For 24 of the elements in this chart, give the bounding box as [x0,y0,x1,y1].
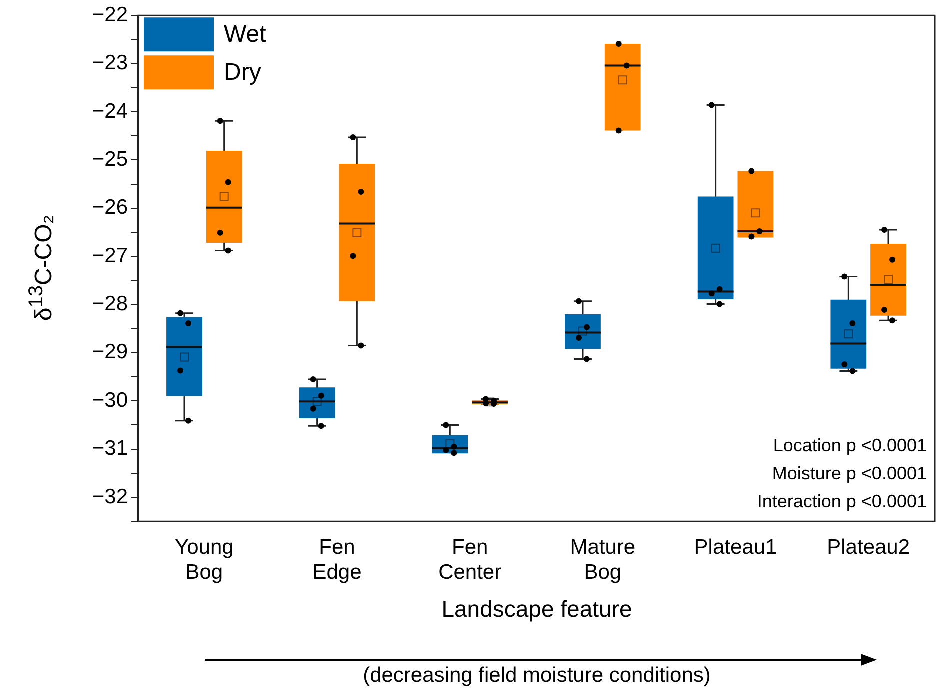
x-tick-label: Fen Center [438,536,502,584]
y-tick-label: −27 [92,244,128,268]
x-tick-label: Plateau2 [827,536,910,559]
x-tick-label: Mature Bog [570,536,636,584]
annotation: Location p <0.0001 [773,436,927,456]
x-tick-label: Young Bog [175,536,234,584]
x-tick-label: Plateau1 [694,536,778,559]
legend-label: Dry [224,59,262,86]
y-tick-label: −31 [92,437,128,460]
y-tick-label: −26 [92,196,128,220]
legend-label: Wet [224,21,267,48]
y-tick-label: −28 [92,292,128,316]
y-tick-label: −30 [92,388,128,412]
annotation: Interaction p <0.0001 [757,492,927,512]
annotation: Moisture p <0.0001 [772,464,927,484]
y-tick-label: −22 [92,3,128,26]
y-tick-label: −32 [92,485,128,508]
y-tick-label: −24 [92,100,128,123]
y-tick-label: −29 [92,340,128,364]
x-tick-label: Fen Edge [312,536,362,584]
y-tick-label: −25 [92,148,128,171]
x-axis-title: Landscape feature [442,596,632,623]
text: (decreasing field moisture conditions) [363,664,711,688]
y-tick-label: −23 [92,52,128,75]
